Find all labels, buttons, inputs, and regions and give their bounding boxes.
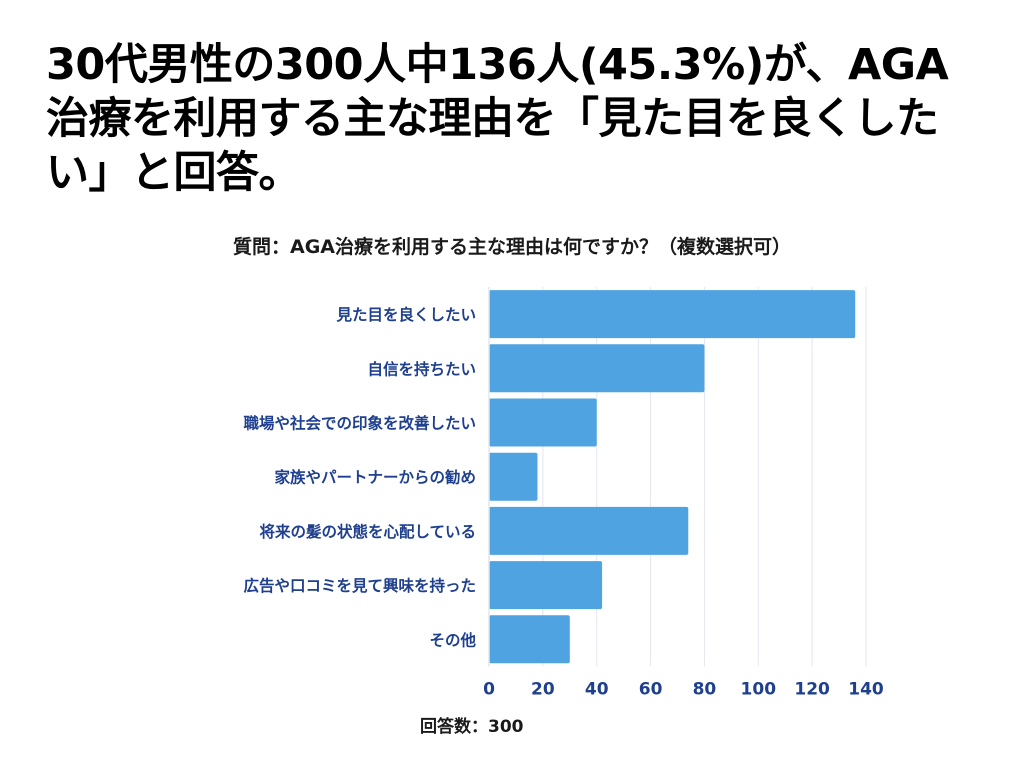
category-label: 広告や口コミを見て興味を持った <box>243 576 476 595</box>
chart-title: 質問：AGA治療を利用する主な理由は何ですか？（複数選択可） <box>232 236 791 258</box>
category-label: 家族やパートナーからの勧め <box>274 468 476 487</box>
category-label: 将来の髪の状態を心配している <box>259 522 476 541</box>
x-tick-label: 20 <box>531 679 555 699</box>
x-tick-label: 80 <box>693 679 717 699</box>
category-label: その他 <box>429 630 476 649</box>
category-label: 見た目を良くしたい <box>335 305 476 324</box>
bar <box>489 506 689 555</box>
category-label: 自信を持ちたい <box>367 359 476 378</box>
bar <box>489 290 856 339</box>
x-tick-label: 40 <box>585 679 609 699</box>
respondent-count: 回答数：300 <box>420 717 524 737</box>
x-tick-label: 100 <box>741 679 777 699</box>
bar <box>489 561 603 610</box>
x-tick-label: 60 <box>639 679 663 699</box>
bar <box>489 452 538 501</box>
bar <box>489 344 705 393</box>
headline: 30代男性の300人中136人(45.3%)が、AGA治療を利用する主な理由を「… <box>46 40 949 198</box>
x-tick-label: 120 <box>794 679 830 699</box>
category-label: 職場や社会での印象を改善したい <box>243 414 476 433</box>
x-tick-label: 140 <box>848 679 884 699</box>
bar <box>489 615 570 664</box>
bar <box>489 398 597 447</box>
x-tick-label: 0 <box>483 679 495 699</box>
